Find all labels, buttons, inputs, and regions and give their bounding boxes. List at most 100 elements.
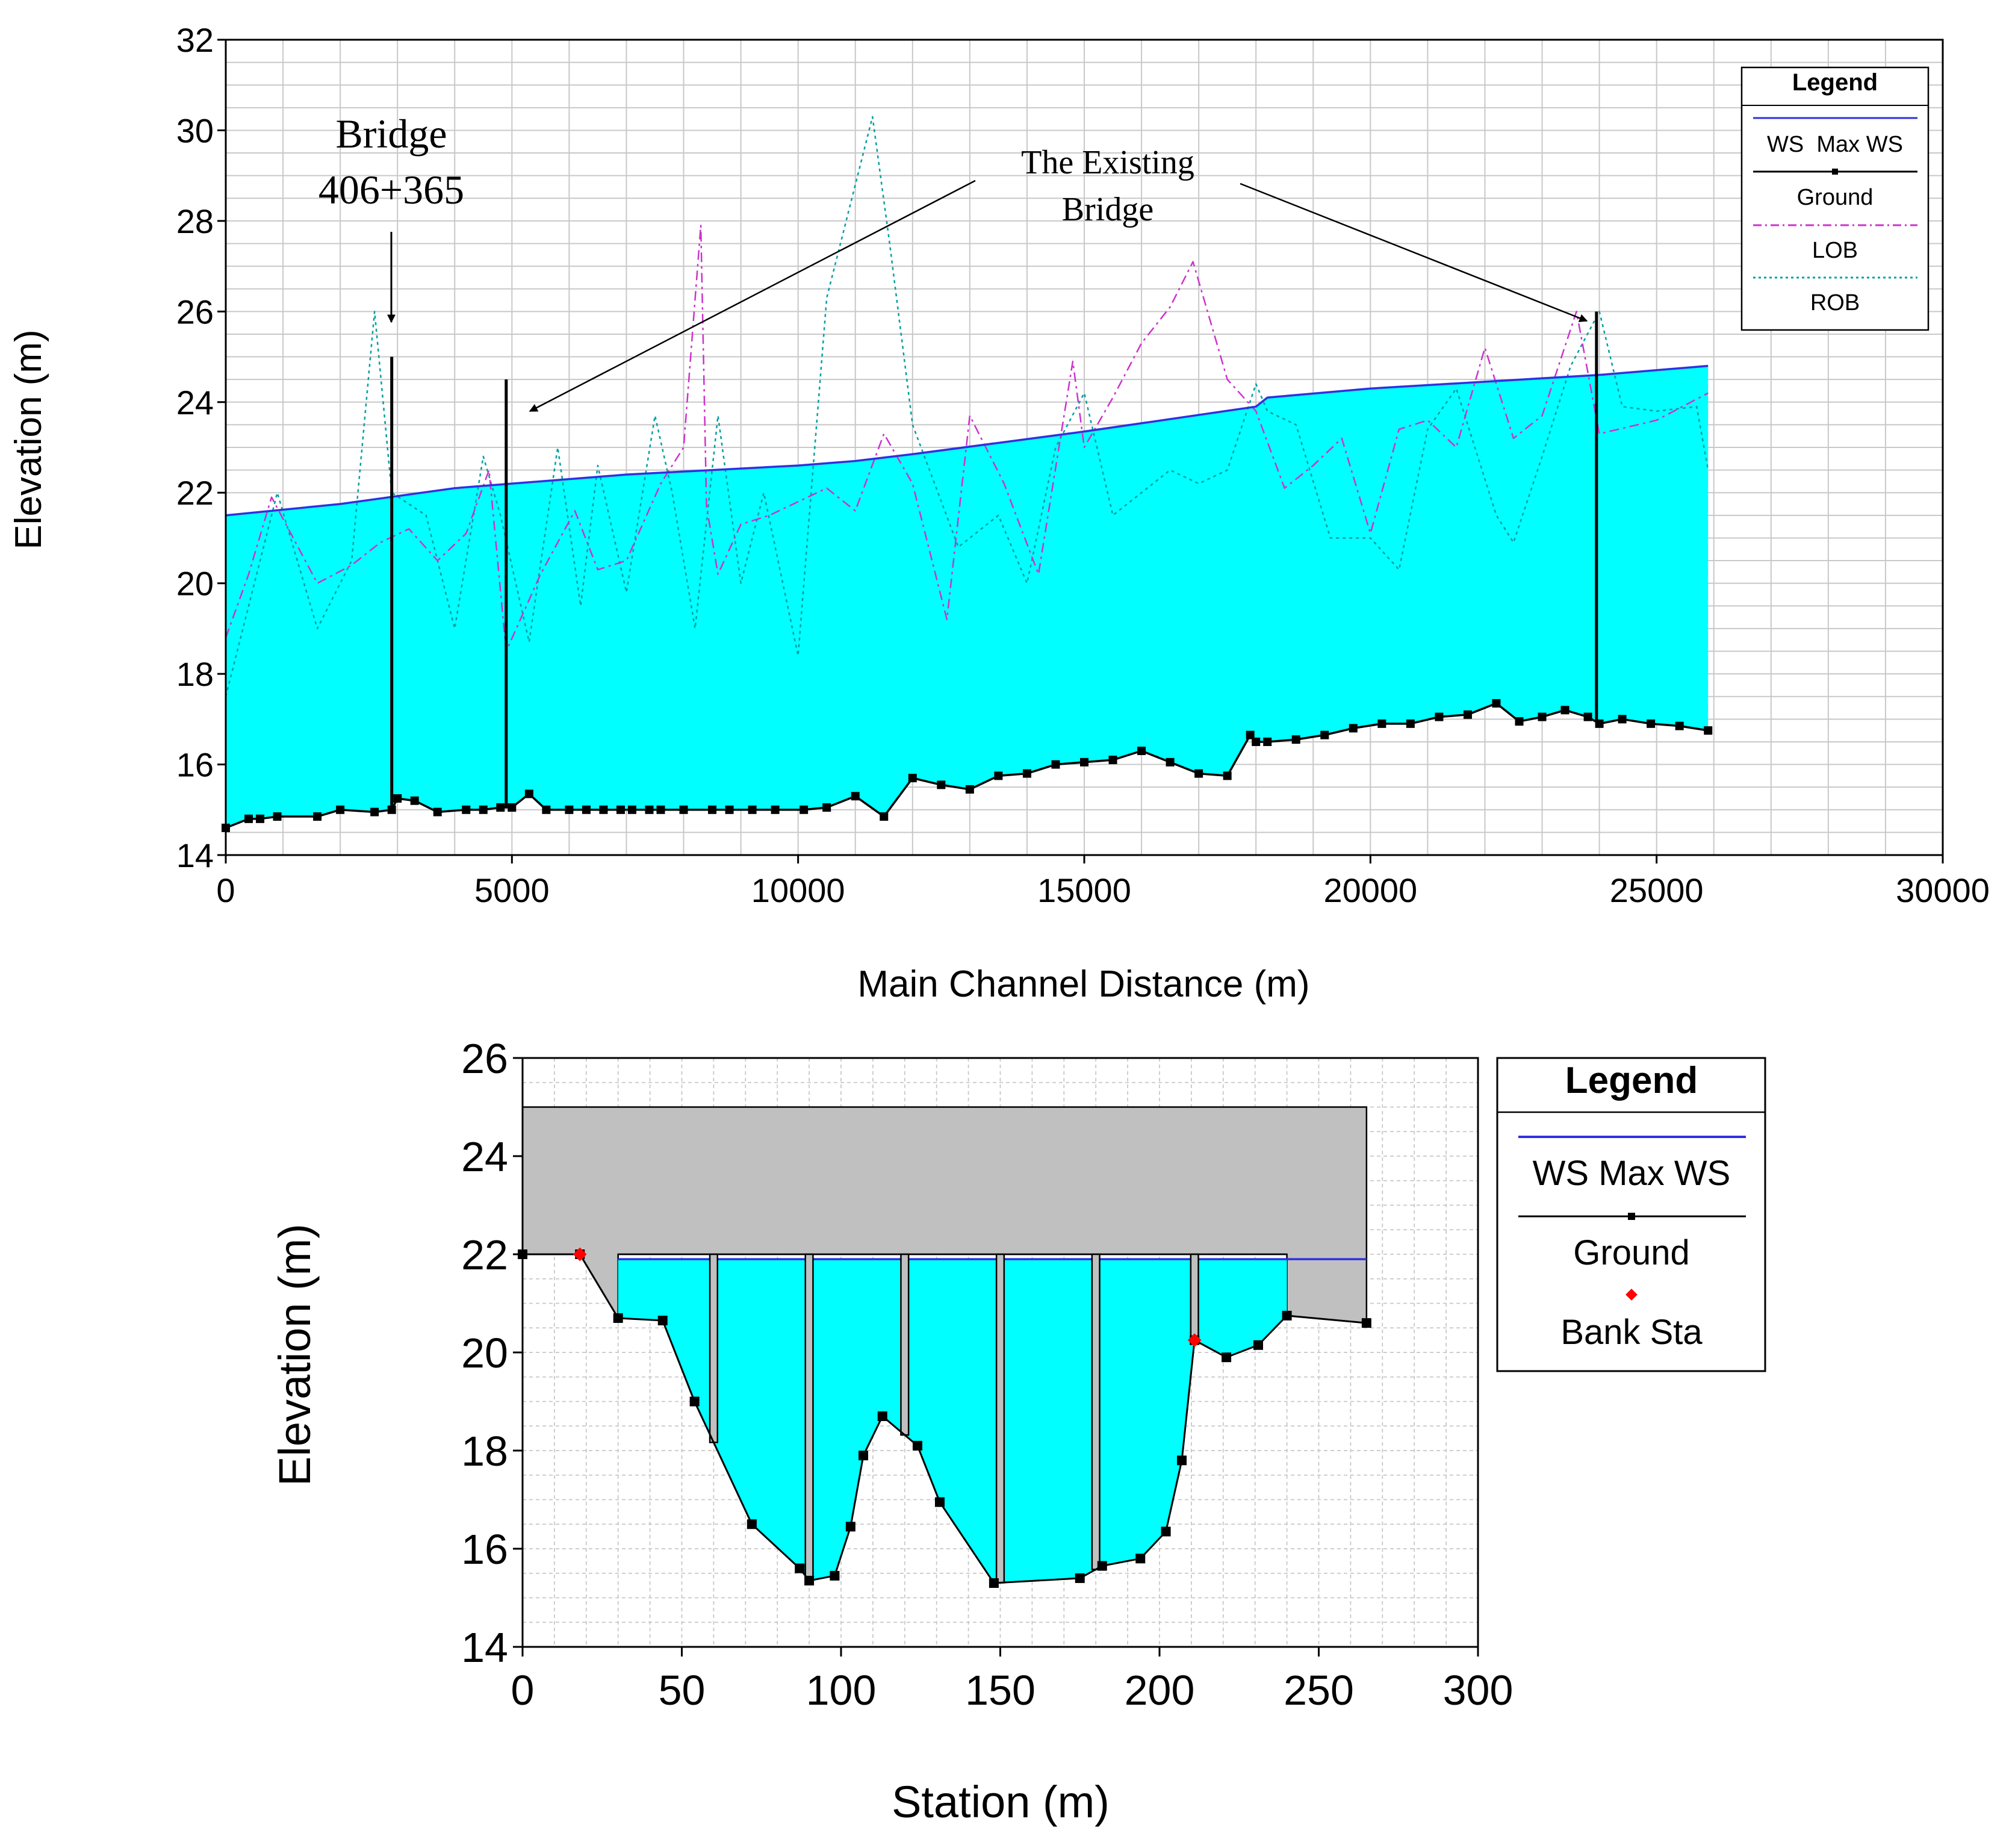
cross-section-ground-point bbox=[934, 1497, 945, 1507]
ground-point bbox=[1291, 735, 1300, 744]
legend-ground-marker bbox=[1832, 169, 1838, 175]
ground-point bbox=[1194, 769, 1203, 778]
cross-section-legend: Legend WS Max WS Ground Bank Sta bbox=[1496, 1057, 1766, 1372]
ground-point bbox=[822, 803, 831, 812]
profile-legend-title: Legend bbox=[1792, 69, 1878, 96]
ground-point bbox=[1051, 760, 1060, 769]
ground-point bbox=[582, 805, 591, 814]
ground-point bbox=[1022, 769, 1031, 778]
rob-line bbox=[225, 116, 1709, 697]
profile-axis-ticks: 0 5000 10000 15000 20000 25000 30000 14 16 18 20 22… bbox=[176, 21, 1990, 909]
legend-lob-label: LOB bbox=[1812, 238, 1858, 263]
ground-point bbox=[679, 805, 688, 814]
ground-point bbox=[1675, 721, 1684, 730]
ground-point bbox=[244, 814, 253, 823]
ground-point bbox=[1080, 758, 1088, 767]
ground-point bbox=[508, 803, 517, 812]
legend-xs-ground-marker bbox=[1628, 1213, 1635, 1220]
ground-point bbox=[1252, 737, 1261, 746]
cross-section-y-tick-label: 14 bbox=[461, 1624, 508, 1671]
ground-point bbox=[313, 812, 322, 821]
profile-x-tick-label: 15000 bbox=[1037, 871, 1131, 909]
cross-section-ground-point bbox=[877, 1411, 887, 1421]
cross-section-water-area bbox=[618, 1259, 1287, 1584]
profile-x-tick-label: 5000 bbox=[474, 871, 550, 909]
ground-point bbox=[1560, 706, 1569, 715]
profile-x-tick-label: 20000 bbox=[1323, 871, 1417, 909]
cross-section-y-tick-label: 20 bbox=[461, 1330, 508, 1377]
bridge-pier-1 bbox=[709, 1253, 718, 1443]
cross-section-ground-point bbox=[989, 1578, 999, 1588]
ground-point bbox=[565, 805, 574, 814]
profile-x-tick-label: 0 bbox=[216, 871, 235, 909]
ground-point bbox=[851, 792, 860, 801]
cross-section-ground-point bbox=[845, 1522, 855, 1532]
ground-point bbox=[524, 789, 533, 798]
cross-section-y-tick-label: 22 bbox=[461, 1231, 508, 1278]
ground-point bbox=[771, 805, 780, 814]
ground-point bbox=[479, 805, 488, 814]
cross-section-water bbox=[618, 1253, 1367, 1584]
ground-point bbox=[908, 774, 917, 783]
bridge-pier-5 bbox=[1091, 1253, 1101, 1570]
legend-xs-ground-label: Ground bbox=[1573, 1233, 1689, 1272]
ground-point bbox=[1263, 737, 1272, 746]
cross-section-y-tick-label: 16 bbox=[461, 1526, 508, 1573]
cross-section-ground-point bbox=[1161, 1526, 1171, 1537]
cross-section-ground-point bbox=[1177, 1455, 1187, 1466]
cross-section-x-tick-label: 0 bbox=[511, 1667, 535, 1714]
cross-section-chart: 0 50 100 150 200 250 300 14 16 18 20 22 24 26 Station… bbox=[270, 1035, 1766, 1827]
bridge-406-annotation-line2: 406+365 bbox=[318, 167, 464, 213]
ground-point bbox=[1223, 771, 1232, 780]
cross-section-x-tick-label: 250 bbox=[1284, 1667, 1354, 1714]
ground-point bbox=[937, 780, 946, 789]
bridge-406-annotation-line1: Bridge bbox=[335, 111, 447, 157]
legend-xs-ws-label: WS Max WS bbox=[1533, 1154, 1731, 1193]
ground-point bbox=[1647, 719, 1656, 728]
ground-point bbox=[433, 807, 442, 817]
cross-section-ground-point bbox=[804, 1575, 815, 1585]
ground-point bbox=[336, 805, 345, 814]
ground-point bbox=[1538, 712, 1547, 721]
cross-section-ground-point bbox=[747, 1519, 757, 1529]
ground-point bbox=[273, 812, 282, 821]
cross-section-ground-point bbox=[689, 1396, 700, 1407]
ground-point bbox=[1463, 710, 1472, 719]
ground-point bbox=[645, 805, 654, 814]
cross-section-x-tick-label: 50 bbox=[659, 1667, 706, 1714]
ground-point bbox=[656, 805, 665, 814]
cross-section-ground-point bbox=[657, 1316, 668, 1326]
ground-point bbox=[1515, 717, 1524, 726]
cross-section-ground-point bbox=[830, 1570, 840, 1581]
profile-y-tick-label: 32 bbox=[176, 21, 214, 59]
profile-y-tick-label: 18 bbox=[176, 655, 214, 693]
ground-point bbox=[1137, 746, 1146, 755]
profile-x-axis-label: Main Channel Distance (m) bbox=[857, 963, 1309, 1005]
cross-section-ground-point bbox=[858, 1451, 869, 1461]
cross-section-ground-point bbox=[1222, 1352, 1232, 1363]
legend-ground-label: Ground bbox=[1797, 185, 1874, 210]
ground-point bbox=[1246, 730, 1255, 739]
bridge-pier-3 bbox=[900, 1253, 910, 1436]
ground-point bbox=[748, 805, 757, 814]
ground-point bbox=[1377, 719, 1386, 728]
ground-point bbox=[496, 803, 505, 812]
ground-point bbox=[708, 805, 717, 814]
ground-point bbox=[1618, 715, 1627, 724]
ground-point bbox=[616, 805, 625, 814]
ground-point bbox=[799, 805, 809, 814]
bank-station-1 bbox=[573, 1247, 587, 1262]
cross-section-ground-point bbox=[613, 1313, 623, 1323]
profile-water-fill bbox=[226, 366, 1709, 828]
cross-section-ground-point bbox=[795, 1563, 805, 1573]
ground-point bbox=[1406, 719, 1415, 728]
legend-ws-label: WS Max WS bbox=[1767, 132, 1903, 157]
existing-bridge-arrow-left bbox=[529, 179, 976, 412]
cross-section-x-tick-label: 100 bbox=[806, 1667, 877, 1714]
bridge-pier-4 bbox=[995, 1253, 1005, 1584]
bank-station-2 bbox=[1187, 1333, 1202, 1347]
lob-line bbox=[225, 225, 1709, 652]
legend-rob-label: ROB bbox=[1810, 290, 1860, 316]
profile-x-tick-label: 25000 bbox=[1610, 871, 1704, 909]
